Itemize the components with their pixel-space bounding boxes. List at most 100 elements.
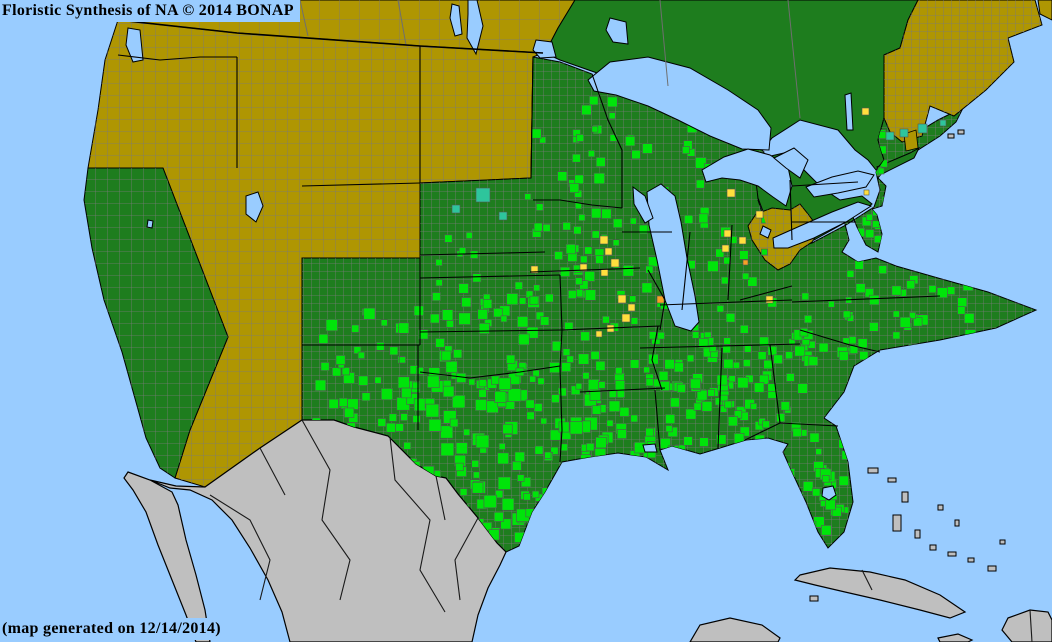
map-title: Floristic Synthesis of NA © 2014 BONAP <box>0 0 300 22</box>
newfoundland-absent <box>1037 0 1052 21</box>
speck-county_rare <box>600 268 609 277</box>
mexico-state-border <box>301 419 351 601</box>
state-border <box>681 231 691 311</box>
mexico-state-border <box>1029 609 1033 642</box>
speck-county_extirpated <box>656 295 665 304</box>
island <box>937 504 944 511</box>
lake-manitoba <box>449 3 463 37</box>
mexico-state-border <box>454 517 479 601</box>
state-border <box>727 224 733 301</box>
island <box>867 467 879 474</box>
state-border <box>529 267 641 273</box>
georgian-bay <box>773 147 809 179</box>
california-present-county-grid <box>84 168 228 478</box>
lake-st-clair <box>759 225 772 239</box>
speck-county_rare <box>738 236 747 245</box>
yucatan <box>689 617 781 642</box>
island <box>901 491 909 503</box>
speck-county_adventive <box>885 131 895 141</box>
state-border <box>117 54 237 61</box>
lake-okeechobee <box>821 485 837 501</box>
speck-county_adventive <box>899 128 909 138</box>
state-border <box>791 181 859 187</box>
province-border <box>299 0 309 37</box>
speck-county_adventive <box>939 119 947 127</box>
speck-county_rare <box>861 107 870 116</box>
green-bay <box>632 185 654 224</box>
state-border <box>799 329 881 353</box>
state-border <box>530 56 534 179</box>
speck-county_rare <box>621 313 631 323</box>
state-border <box>559 367 563 463</box>
state-border <box>654 389 661 451</box>
lake-pontchartrain <box>642 443 658 453</box>
speck-county_adventive <box>498 211 508 221</box>
county-cluster-minnesota-iowa <box>524 95 618 264</box>
speck-county_rare <box>765 295 774 304</box>
lake-huron <box>701 148 793 207</box>
lake-winnipeg <box>466 0 484 56</box>
lake-nipigon <box>605 17 629 45</box>
mexico-state-border <box>389 436 446 613</box>
speck-county_rare <box>755 210 764 219</box>
puget-sound <box>125 27 144 63</box>
speck-county_rare <box>723 229 732 238</box>
state-border <box>419 251 546 256</box>
island <box>892 514 902 532</box>
state-border <box>659 299 793 306</box>
state-border <box>591 73 623 208</box>
lake-michigan <box>646 183 700 332</box>
lake-ontario <box>805 170 875 198</box>
speck-county_rare <box>726 188 736 198</box>
province-border <box>787 0 801 119</box>
province-border <box>659 0 669 87</box>
state-border <box>789 179 793 241</box>
northeast-absent-county-grid <box>884 0 1042 142</box>
lake-erie <box>772 201 873 249</box>
speck-county_rare <box>721 244 730 253</box>
island <box>957 129 965 135</box>
state-border <box>579 387 666 393</box>
mexico-state-border <box>435 475 446 521</box>
speck-county_rare <box>595 330 603 338</box>
speck-county_rare <box>579 263 588 272</box>
island <box>954 519 960 527</box>
state-border <box>791 295 941 303</box>
island <box>947 551 957 557</box>
speck-county_rare <box>863 189 870 196</box>
island <box>929 544 937 551</box>
speck-county_rare <box>599 235 609 245</box>
mexico-state-border <box>861 569 873 591</box>
speck-county_rare <box>617 294 627 304</box>
great-salt-lake <box>245 191 264 223</box>
speck-county_rare <box>530 265 539 274</box>
state-border <box>561 325 661 331</box>
state-border <box>744 422 839 441</box>
state-border <box>301 182 421 187</box>
state-border <box>559 329 563 369</box>
state-border <box>533 199 623 209</box>
speck-county_adventive <box>917 123 928 134</box>
state-border <box>717 347 723 449</box>
state-border <box>419 329 563 333</box>
island <box>999 539 1006 545</box>
state-border <box>559 274 563 331</box>
state-border <box>739 285 793 301</box>
island <box>967 557 975 563</box>
state-border <box>651 325 663 391</box>
island <box>914 529 921 539</box>
map-generated-date: (map generated on 12/14/2014) <box>0 618 227 640</box>
baja-california <box>123 471 211 642</box>
lake-superior <box>587 56 772 151</box>
speck-county_rare <box>627 303 636 312</box>
state-border <box>639 343 801 349</box>
state-border <box>647 269 666 331</box>
state-border <box>419 274 561 279</box>
mexico-state-border <box>259 447 286 496</box>
jamaica <box>937 633 974 642</box>
state-border <box>769 344 781 424</box>
island <box>987 565 997 572</box>
island <box>887 477 897 483</box>
